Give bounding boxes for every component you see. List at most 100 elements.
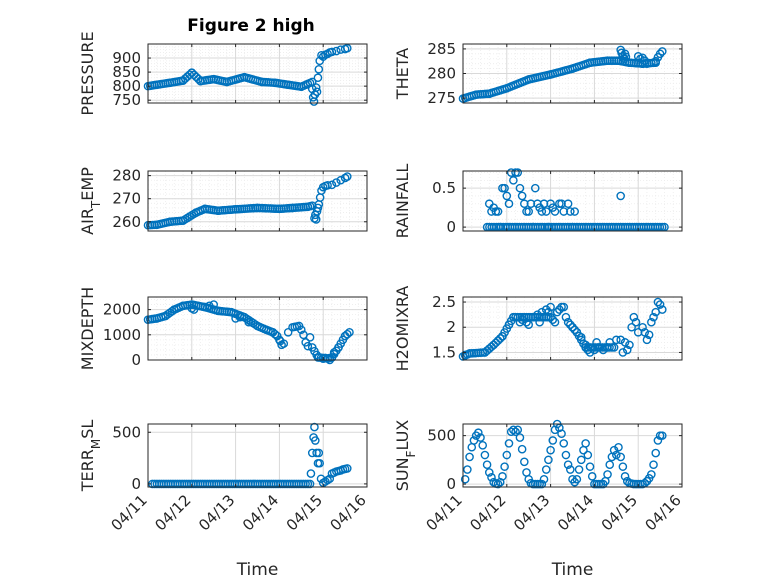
data-point [314, 448, 324, 458]
y-tick-label: 1.5 [432, 343, 456, 361]
axes-box [147, 43, 368, 104]
data-point [305, 479, 315, 489]
data-point [633, 51, 643, 61]
data-point [167, 306, 177, 316]
data-point [576, 455, 586, 465]
data-point [189, 305, 199, 314]
data-point [612, 335, 621, 345]
data-point [585, 348, 595, 357]
data-point [598, 345, 608, 355]
data-point [594, 343, 604, 352]
data-point [574, 465, 584, 474]
y-axis-label: AIRTEMP [78, 167, 103, 235]
data-point [550, 207, 560, 216]
data-series [143, 172, 352, 230]
data-point [310, 422, 319, 432]
data-point [653, 436, 663, 445]
data-point [605, 460, 615, 470]
axes-box [462, 296, 683, 361]
data-point [563, 317, 573, 327]
y-axis-label: MIXDEPTH [78, 287, 97, 370]
x-tick-label: 04/11 [108, 491, 151, 534]
data-point [546, 302, 555, 312]
data-point [537, 479, 547, 489]
subplot-mixdepth: 0 1000 2000 MIXDEPTH [78, 287, 368, 370]
data-point [325, 474, 335, 484]
data-point [504, 199, 514, 209]
data-point [544, 455, 553, 465]
data-point [306, 469, 316, 478]
x-tick-label: 04/15 [283, 491, 326, 534]
axes-box [462, 423, 683, 488]
data-point [484, 468, 494, 477]
y-axis-label: H2OMIXRA [393, 286, 412, 372]
data-point [463, 465, 472, 474]
data-point [590, 345, 599, 355]
data-point [642, 59, 652, 68]
data-point [323, 181, 332, 190]
data-point [493, 479, 503, 489]
data-point [533, 310, 542, 319]
data-point [555, 305, 564, 314]
data-point [541, 465, 551, 474]
data-point [482, 460, 492, 470]
y-axis-label: TERRMSL [78, 420, 103, 493]
y-tick-label: 0 [131, 475, 141, 493]
data-point [570, 207, 579, 216]
y-tick-label: 0 [446, 218, 456, 236]
data-point [587, 472, 597, 481]
data-point [644, 330, 654, 340]
data-point [629, 312, 639, 322]
y-tick-label: 800 [112, 77, 141, 95]
data-point [566, 207, 575, 216]
data-point [342, 329, 352, 339]
data-point [625, 340, 634, 350]
data-point [283, 327, 293, 337]
data-point [321, 353, 330, 363]
data-point [465, 452, 474, 462]
data-point [205, 301, 214, 311]
x-tick-label: 04/12 [466, 491, 509, 534]
data-point [244, 317, 254, 327]
data-point [231, 314, 240, 323]
data-point [480, 450, 490, 460]
y-tick-label: 0 [131, 351, 141, 369]
data-point [640, 327, 650, 337]
data-point [585, 462, 595, 471]
data-point [498, 472, 507, 481]
data-point [504, 439, 514, 448]
data-point [559, 302, 569, 312]
data-point [561, 312, 571, 322]
y-tick-label: 270 [112, 190, 141, 208]
data-point [517, 315, 527, 324]
data-point [305, 333, 315, 342]
data-point [544, 307, 553, 317]
y-axis-label: RAINFALL [393, 164, 412, 239]
data-point [655, 49, 665, 59]
data-point [566, 465, 575, 474]
plot-area [463, 297, 682, 360]
data-point [487, 473, 496, 482]
data-point [327, 47, 337, 57]
data-point [345, 327, 354, 337]
subplot-rainfall: 0 0.5 RAINFALL [393, 164, 683, 239]
data-point [311, 83, 321, 92]
data-point [493, 336, 503, 345]
data-point [618, 462, 628, 471]
data-point [296, 325, 306, 335]
data-point [311, 215, 321, 224]
x-tick-label: 04/14 [239, 491, 282, 534]
data-point [620, 338, 630, 347]
data-point [612, 450, 621, 460]
data-point [581, 340, 590, 350]
data-point [517, 191, 527, 201]
y-tick-label: 2 [446, 318, 456, 336]
data-point [592, 338, 601, 347]
data-point [566, 320, 575, 330]
data-point [541, 305, 551, 314]
data-point [561, 450, 571, 460]
subplot-air-temp: 260 270 280 AIRTEMP [78, 167, 368, 235]
axes-box [462, 170, 683, 232]
data-point [500, 183, 509, 193]
